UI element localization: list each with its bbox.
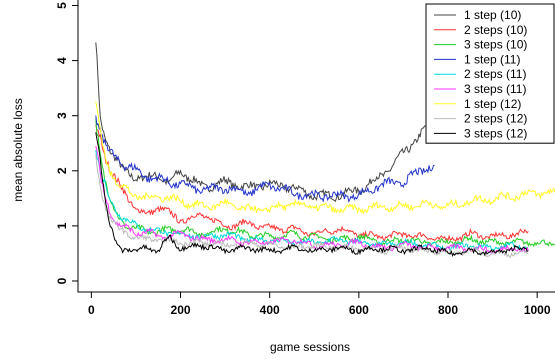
series-line (95, 154, 529, 259)
series-line (95, 101, 555, 215)
legend-label: 3 steps (11) (464, 82, 526, 96)
legend-label: 1 step (10) (464, 8, 521, 22)
y-tick-label: 1 (55, 222, 69, 229)
x-tick-label: 600 (349, 303, 369, 317)
plot-frame (77, 0, 555, 293)
series-line (95, 118, 555, 249)
series-line (95, 42, 436, 203)
series-line (95, 124, 529, 243)
y-tick-label: 5 (55, 2, 69, 9)
x-tick-label: 1000 (524, 303, 551, 317)
series-layer (95, 42, 555, 259)
legend-label: 1 step (12) (464, 97, 521, 111)
y-tick-label: 3 (55, 112, 69, 119)
legend-label: 2 steps (10) (464, 23, 527, 37)
y-tick-label: 0 (55, 277, 69, 284)
y-axis-title: mean absolute loss (11, 98, 25, 201)
series-line (95, 132, 529, 258)
x-tick-label: 0 (88, 303, 95, 317)
legend: 1 step (10)2 steps (10)3 steps (10)1 ste… (425, 3, 555, 144)
legend-label: 2 steps (11) (464, 67, 526, 81)
series-line (95, 115, 435, 203)
x-tick-label: 800 (438, 303, 458, 317)
axes-layer: 0 200 400 600 800 1000 0 1 2 3 4 5 (55, 0, 555, 317)
y-tick-label: 2 (55, 167, 69, 174)
legend-label: 3 steps (10) (464, 38, 527, 52)
legend-box (425, 3, 555, 144)
series-line (95, 150, 529, 253)
legend-label: 3 steps (12) (464, 126, 527, 140)
legend-label: 2 steps (12) (464, 112, 527, 126)
x-tick-label: 200 (171, 303, 191, 317)
x-tick-label: 400 (260, 303, 280, 317)
legend-label: 1 step (11) (464, 52, 520, 66)
y-tick-label: 4 (55, 57, 69, 64)
x-axis-title: game sessions (270, 340, 350, 354)
